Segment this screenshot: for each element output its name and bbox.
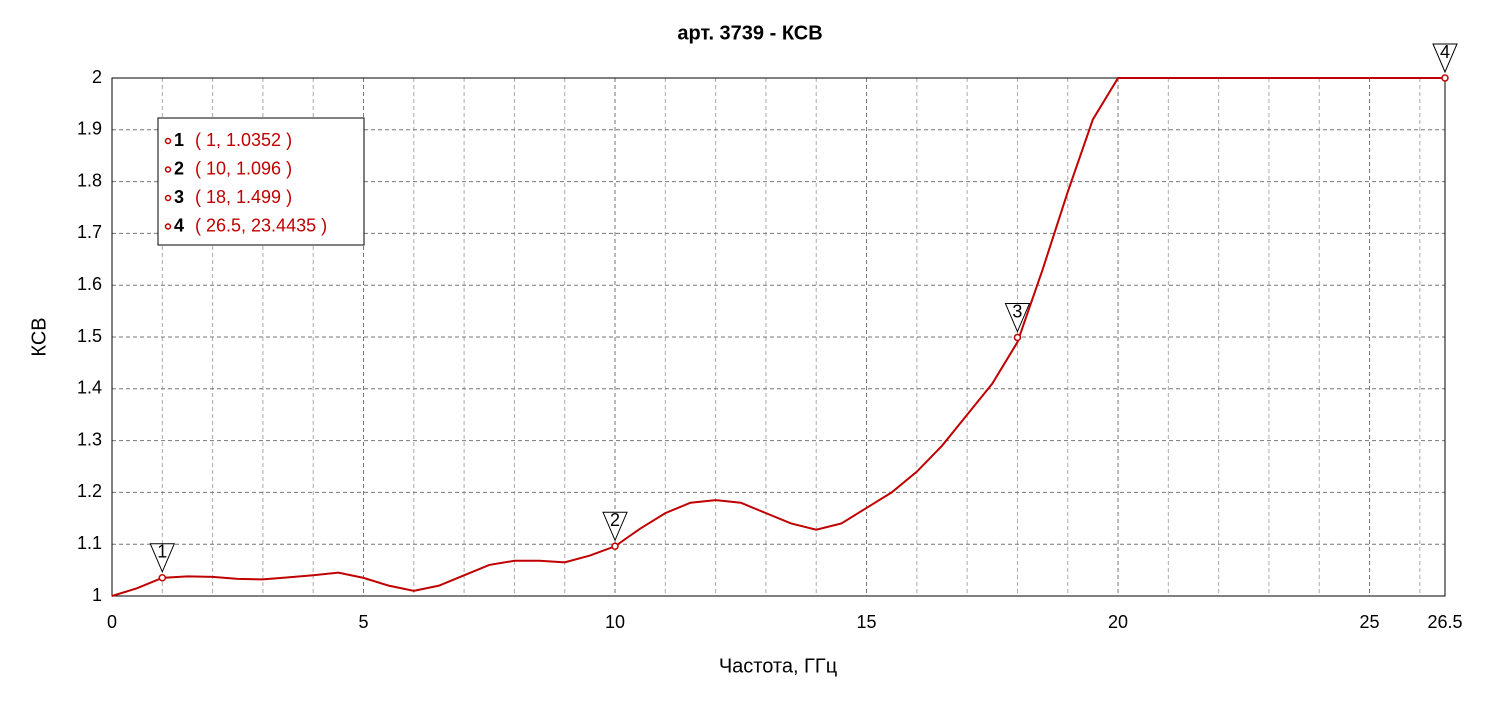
- y-tick-label: 1.3: [77, 429, 102, 449]
- legend-number: 4: [174, 215, 184, 235]
- legend-value: ( 26.5, 23.4435 ): [195, 215, 327, 235]
- legend-dot: [164, 194, 172, 202]
- x-tick-label: 5: [359, 612, 369, 632]
- marker-label: 2: [610, 510, 620, 530]
- plot-frame: [111, 77, 1446, 597]
- y-tick-label: 1: [92, 585, 102, 605]
- chart-title: арт. 3739 - КСВ: [677, 22, 822, 44]
- marker-point: [1013, 333, 1022, 342]
- marker-point: [1441, 74, 1449, 82]
- x-tick-label: 20: [1108, 612, 1128, 632]
- legend-number: 1: [174, 130, 184, 150]
- x-tick-label: 15: [857, 612, 877, 632]
- legend-value: ( 10, 1.096 ): [195, 158, 292, 178]
- x-tick-label: 26.5: [1427, 612, 1462, 632]
- legend-value: ( 1, 1.0352 ): [195, 130, 292, 150]
- marker-label: 4: [1440, 42, 1450, 62]
- y-tick-label: 1.1: [77, 533, 102, 553]
- y-tick-label: 1.8: [77, 170, 102, 190]
- legend-number: 3: [174, 187, 184, 207]
- marker-flag: [149, 543, 176, 574]
- y-tick-label: 1.9: [77, 119, 102, 139]
- x-axis-label: Частота, ГГц: [719, 655, 837, 677]
- marker-flag: [1004, 303, 1031, 333]
- y-tick-label: 1.7: [77, 222, 102, 242]
- legend-dot: [164, 137, 172, 145]
- legend-box: [157, 117, 365, 246]
- y-tick-label: 1.2: [77, 481, 102, 501]
- legend-dot: [164, 166, 172, 173]
- x-tick-label: 10: [605, 612, 625, 632]
- marker-point: [611, 542, 619, 551]
- legend-dot: [164, 223, 172, 230]
- marker-flag: [1432, 43, 1458, 74]
- x-tick-label: 25: [1360, 612, 1380, 632]
- marker-label: 1: [157, 542, 167, 562]
- y-tick-label: 1.6: [77, 274, 102, 294]
- marker-label: 3: [1012, 301, 1022, 321]
- y-tick-label: 2: [92, 67, 102, 87]
- x-tick-label: 0: [107, 612, 117, 632]
- y-tick-label: 1.5: [77, 326, 102, 346]
- legend-number: 2: [174, 158, 184, 178]
- marker-flag: [602, 511, 628, 542]
- y-tick-label: 1.4: [77, 378, 102, 398]
- marker-point: [158, 574, 167, 582]
- y-axis-label: КСВ: [28, 317, 50, 356]
- marker-legend: 1 ( 1, 1.0352 ) 2 ( 10, 1.096 ) 3 ( 18, 1.499…: [157, 117, 365, 246]
- data-line: [111, 77, 1445, 597]
- legend-value: ( 18, 1.499 ): [195, 187, 292, 207]
